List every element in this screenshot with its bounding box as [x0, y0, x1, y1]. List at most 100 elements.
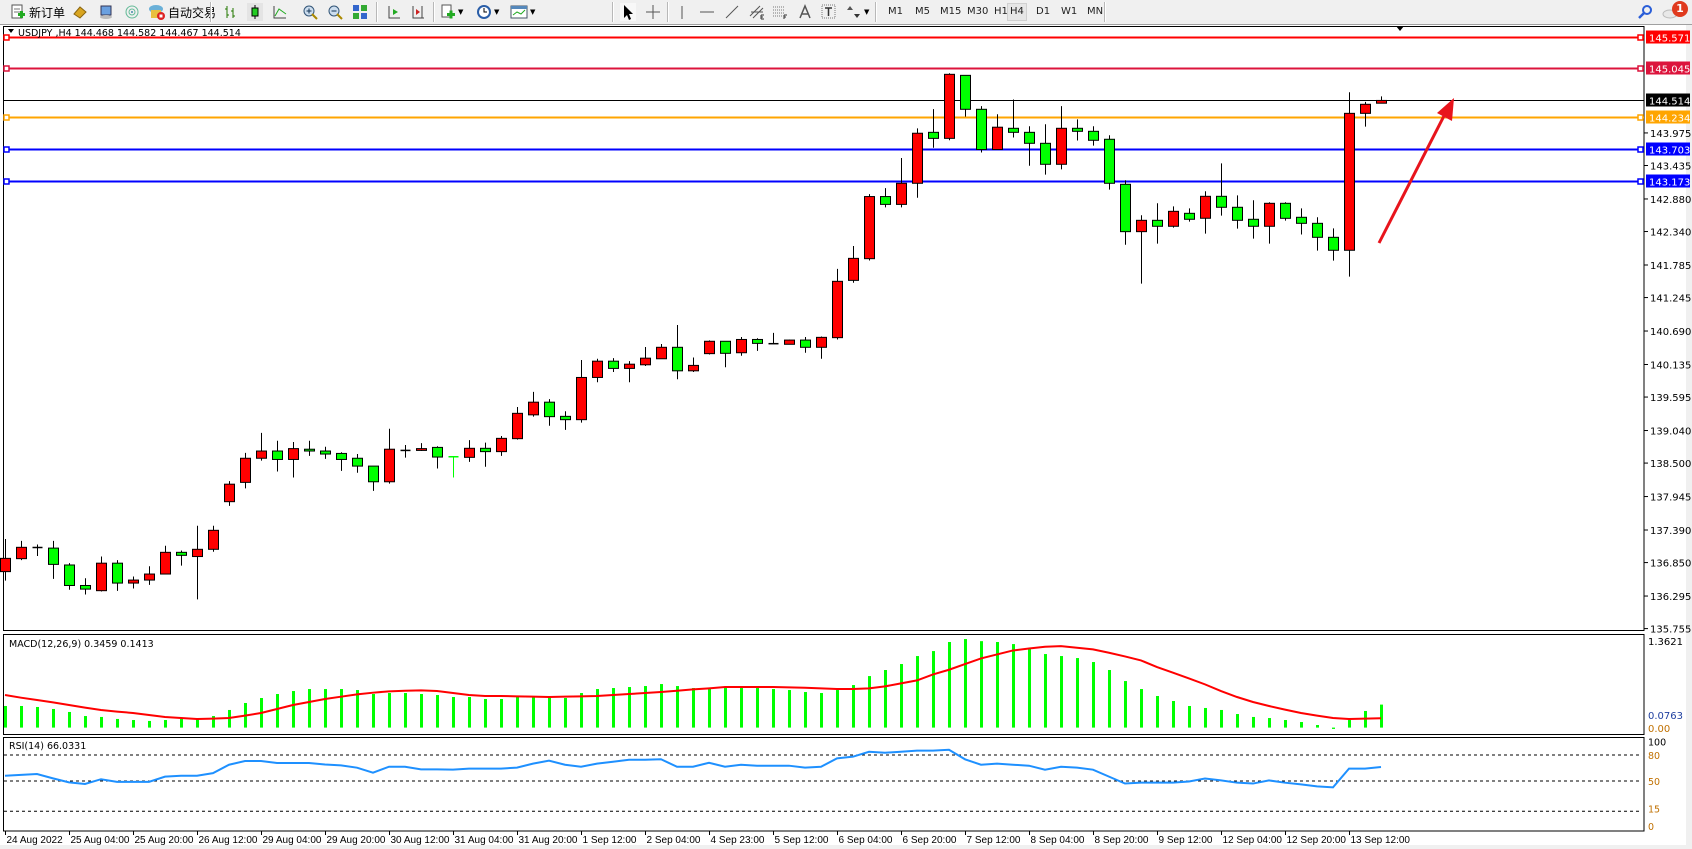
- macd-histogram-bar: [596, 689, 599, 728]
- macd-histogram-bar: [164, 720, 167, 728]
- level-handle: [1637, 114, 1644, 121]
- cursor-button[interactable]: [620, 3, 636, 21]
- candle-body: [368, 465, 379, 483]
- periods-button[interactable]: ▼: [476, 3, 499, 21]
- candle-body: [1248, 218, 1259, 227]
- candle: [480, 442, 491, 467]
- timeframe-h1[interactable]: H1: [994, 6, 1008, 17]
- price-level-value: 144.234: [1649, 114, 1690, 125]
- toolbar: 新订单 自动交易 ▼ ▼ ▼ ▼ M1 M5 M15 M30 H1 H4 D1 …: [0, 0, 1692, 25]
- candle-body: [672, 346, 683, 372]
- window-bottom-edge: [0, 845, 1692, 849]
- candle-body: [992, 126, 1003, 151]
- candle-body: [640, 357, 651, 366]
- fibonacci-button[interactable]: [772, 3, 788, 21]
- chart-shift-button[interactable]: [410, 3, 426, 21]
- price-level-badge: [1646, 93, 1690, 107]
- notification-badge[interactable]: 1: [1672, 1, 1688, 17]
- rsi-scale-label: 100: [1648, 738, 1666, 749]
- timeframe-m5[interactable]: M5: [915, 6, 930, 17]
- zoom-out-button[interactable]: [327, 3, 343, 21]
- bar-chart-icon: [222, 4, 238, 20]
- candle: [400, 444, 411, 458]
- macd-histogram-bar: [1028, 649, 1031, 728]
- arrows-button[interactable]: ▼: [846, 3, 869, 21]
- candle-body: [592, 360, 603, 378]
- auto-scroll-icon: [386, 4, 402, 20]
- rsi-line: [4, 748, 1382, 789]
- candle-body: [464, 447, 475, 458]
- timeframe-m30[interactable]: M30: [967, 6, 989, 17]
- candle: [1104, 135, 1115, 190]
- chart-canvas[interactable]: 145.571 145.045 144.514 144.234 143.703 143.1…: [0, 25, 1692, 849]
- candle: [976, 106, 987, 153]
- auto-trading-button[interactable]: 自动交易: [148, 3, 216, 21]
- text-label-button[interactable]: [821, 3, 837, 21]
- timeframe-m1[interactable]: M1: [888, 6, 903, 17]
- candle: [304, 440, 315, 456]
- candle: [672, 324, 683, 380]
- macd-histogram-bar: [1332, 727, 1335, 729]
- candle-body: [496, 437, 507, 453]
- macd-histogram-bar: [4, 705, 7, 728]
- new-order-label: 新订单: [29, 5, 66, 20]
- price-tick-label: 136.295: [1650, 592, 1691, 603]
- zoom-in-button[interactable]: [302, 3, 318, 21]
- macd-histogram-bar: [436, 695, 439, 728]
- templates-button[interactable]: ▼: [510, 3, 535, 21]
- candle: [560, 411, 571, 430]
- candle: [288, 441, 299, 478]
- time-label: 25 Aug 04:00: [71, 835, 130, 846]
- auto-scroll-button[interactable]: [386, 3, 402, 21]
- chart-menu-triangle-icon: [8, 29, 14, 33]
- candle-body: [1344, 112, 1355, 251]
- horizontal-line-button[interactable]: [699, 3, 715, 21]
- timeframe-mn[interactable]: MN: [1087, 6, 1104, 17]
- candle: [80, 578, 91, 595]
- market-watch-button[interactable]: [72, 3, 88, 21]
- new-order-button[interactable]: 新订单: [10, 3, 65, 21]
- annotation-arrow-line: [1377, 109, 1449, 244]
- price-tick-label: 140.135: [1650, 360, 1691, 371]
- candle: [784, 339, 795, 345]
- timeframe-w1[interactable]: W1: [1061, 6, 1078, 17]
- time-label: 7 Sep 12:00: [967, 835, 1021, 846]
- candle-body: [1008, 127, 1019, 133]
- price-tick-label: 139.595: [1650, 393, 1691, 404]
- search-button[interactable]: [1637, 3, 1653, 21]
- search-icon: [1637, 4, 1653, 20]
- trendline-button[interactable]: [724, 3, 740, 21]
- macd-histogram-bar: [84, 716, 87, 728]
- candlestick-button[interactable]: [247, 3, 263, 21]
- crosshair-icon: [645, 4, 661, 20]
- line-chart-icon: [272, 4, 288, 20]
- macd-histogram-bar: [180, 718, 183, 728]
- macd-histogram-bar: [804, 692, 807, 728]
- bar-chart-button[interactable]: [222, 3, 238, 21]
- macd-histogram-bar: [372, 694, 375, 728]
- timeframe-d1[interactable]: D1: [1036, 6, 1051, 17]
- candle: [16, 540, 27, 561]
- candle-body: [528, 401, 539, 416]
- macd-scale-zero: 0.00: [1648, 724, 1670, 735]
- vertical-line-button[interactable]: [674, 3, 690, 21]
- macd-histogram-bar: [292, 691, 295, 728]
- indicators-button[interactable]: ▼: [440, 3, 463, 21]
- line-chart-button[interactable]: [272, 3, 288, 21]
- chart-window[interactable]: 145.571 145.045 144.514 144.234 143.703 143.1…: [0, 25, 1692, 849]
- equidistant-channel-button[interactable]: [749, 3, 765, 21]
- navigator-button[interactable]: [98, 3, 114, 21]
- chevron-down-icon: ▼: [494, 8, 500, 16]
- timeframe-m15[interactable]: M15: [940, 6, 962, 17]
- crosshair-button[interactable]: [645, 3, 661, 21]
- candle: [800, 337, 811, 353]
- tile-windows-button[interactable]: [352, 3, 368, 21]
- time-label: 6 Sep 20:00: [903, 835, 957, 846]
- timeframe-h4[interactable]: H4: [1007, 3, 1027, 21]
- candle: [464, 440, 475, 462]
- text-icon: [797, 4, 813, 20]
- text-button[interactable]: [797, 3, 813, 21]
- signals-button[interactable]: [124, 3, 140, 21]
- candle: [1360, 101, 1371, 127]
- price-level-badge: [1646, 110, 1690, 124]
